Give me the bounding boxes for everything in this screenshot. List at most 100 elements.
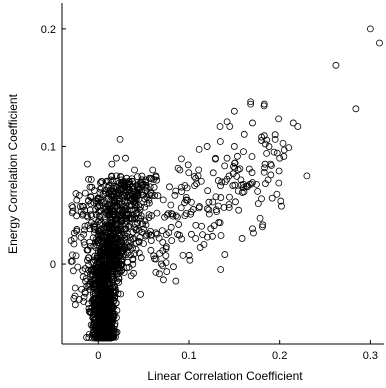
data-point [94,202,102,210]
data-point [68,202,76,210]
data-point [185,251,193,259]
data-point [225,204,233,211]
data-point [273,190,281,198]
data-point [130,269,137,277]
data-point [109,211,117,219]
data-point [174,213,181,221]
data-point [175,221,183,228]
data-point [141,203,149,211]
data-point [100,264,108,271]
data-point [123,243,131,251]
data-point [98,251,106,259]
data-point [71,301,79,309]
data-point [247,100,255,108]
data-point [249,179,256,186]
data-point [221,178,229,186]
data-point [76,203,84,210]
data-point [212,193,220,201]
data-point [90,259,98,266]
data-point [240,148,247,156]
data-point [90,285,98,293]
data-point [249,225,256,233]
data-point [105,238,113,246]
data-point [105,245,113,253]
data-point [191,182,199,190]
data-point [101,219,109,226]
data-point [85,254,93,262]
data-point [101,244,108,252]
data-point [150,175,158,183]
data-point [234,187,242,195]
x-tick-label: 0.2 [272,350,287,362]
data-point [112,239,120,247]
data-point [176,166,184,174]
data-point [352,105,360,113]
data-point [97,227,105,234]
data-point [96,308,104,316]
data-point [123,209,130,217]
data-point [140,225,148,233]
data-point [132,246,140,253]
data-point [268,194,276,202]
data-point [127,202,135,209]
data-point [84,160,91,168]
data-point [115,253,122,261]
data-point [90,310,97,318]
y-axis-title: Energy Correlation Coefficient [6,93,20,254]
data-point [226,193,233,201]
data-point [250,229,257,237]
data-point [226,123,234,130]
data-point [81,241,89,249]
data-point [142,232,149,240]
data-point [84,213,92,221]
data-point [153,209,161,217]
data-point [89,281,97,288]
data-point [261,160,269,168]
data-point [240,184,247,192]
data-point [158,260,165,268]
data-point [113,154,120,162]
data-point [162,245,170,252]
data-point [97,283,105,291]
data-point [177,204,185,212]
data-point [105,221,113,229]
data-point [148,212,155,219]
data-point [279,139,287,147]
data-point [117,172,124,180]
data-point [104,259,112,267]
data-point [247,180,255,188]
data-point [149,166,157,174]
data-point [102,301,110,309]
data-point [182,193,190,201]
data-point [123,232,130,240]
data-point [153,230,161,238]
data-point [134,185,142,193]
data-point [92,206,100,213]
data-point [237,176,245,184]
data-point [218,178,226,186]
data-point [113,307,121,314]
data-point [166,183,173,191]
data-point [194,172,202,180]
data-point [107,291,115,298]
data-point [155,234,163,242]
data-point [271,131,279,139]
data-point [107,326,115,333]
data-point [108,184,116,192]
data-point [132,209,140,217]
data-point [248,169,256,176]
data-point [109,221,116,229]
data-point [217,266,225,273]
data-point [99,243,107,251]
data-point [258,195,265,203]
data-point [275,179,283,187]
data-point [267,162,275,169]
data-point [172,212,180,220]
data-point [177,155,185,163]
data-point [276,154,284,162]
data-point [294,123,302,130]
data-point [147,246,155,254]
data-point [192,174,200,182]
data-point [211,155,219,163]
data-point [91,292,99,300]
